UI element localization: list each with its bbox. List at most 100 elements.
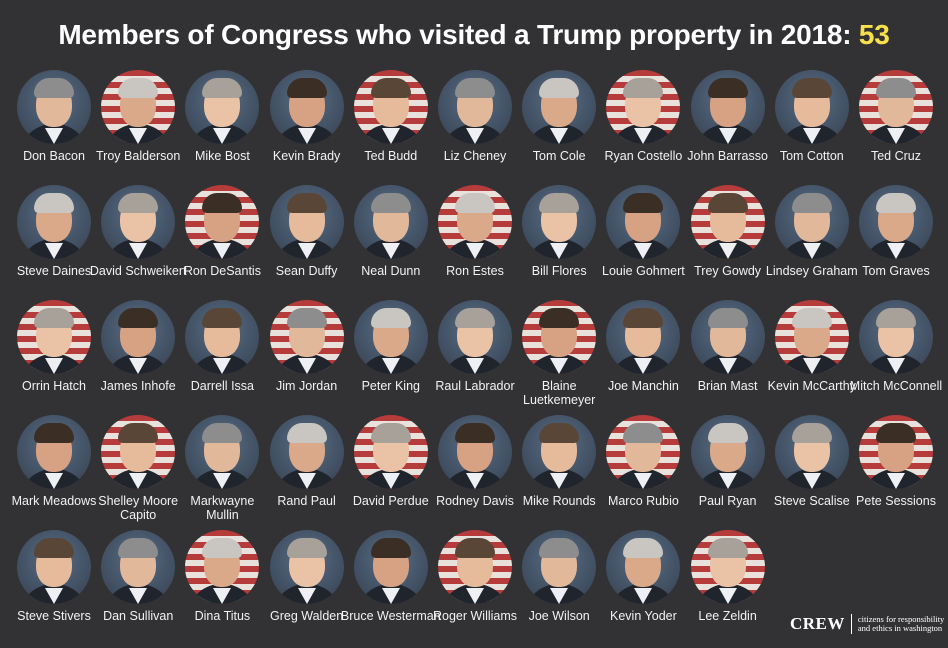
portrait-avatar (438, 70, 512, 144)
portrait-avatar (269, 70, 344, 144)
member-card: Marco Rubio (595, 415, 691, 525)
member-name: Rand Paul (257, 494, 357, 508)
member-name: Tom Cotton (762, 149, 862, 163)
portrait-avatar (522, 70, 597, 144)
portrait-avatar (17, 415, 91, 489)
member-name: Mike Rounds (509, 494, 609, 508)
member-card: Orrin Hatch (6, 300, 102, 410)
member-last-name: Williams (470, 609, 518, 623)
member-name: Raul Labrador (425, 379, 525, 393)
portrait-avatar (269, 530, 344, 604)
member-card: Kevin Brady (259, 70, 355, 180)
member-first-name: Shelley Moore (98, 494, 179, 508)
member-name: Bruce Westerman (341, 609, 441, 623)
member-last-name: Cole (559, 149, 586, 163)
member-first-name: Ron (446, 264, 470, 278)
portrait-avatar (690, 70, 765, 144)
member-name: Steve Stivers (4, 609, 104, 623)
member-last-name: Bacon (49, 149, 85, 163)
member-last-name: Sullivan (129, 609, 174, 623)
member-card: Mike Rounds (511, 415, 607, 525)
member-name: Mitch McConnell (846, 379, 946, 393)
member-card: David Perdue (343, 415, 439, 525)
member-card: Rodney Davis (427, 415, 523, 525)
member-card: Sean Duffy (259, 185, 355, 295)
member-card: Ted Cruz (848, 70, 944, 180)
member-card: Tom Graves (848, 185, 944, 295)
portrait-avatar (353, 530, 428, 604)
logo-mark: CREW (790, 614, 852, 634)
member-last-name: Luetkemeyer (523, 393, 596, 407)
portrait-avatar (859, 300, 933, 374)
portrait-avatar (606, 415, 681, 489)
member-card: Lee Zeldin (680, 530, 776, 640)
member-last-name: Costello (637, 149, 683, 163)
member-first-name: Marco (607, 494, 643, 508)
portrait-avatar (690, 185, 765, 259)
portrait-avatar (185, 530, 260, 604)
logo-tagline: citizens for responsibility and ethics i… (857, 614, 945, 633)
member-card: Blaine Luetkemeyer (511, 300, 607, 410)
portrait-avatar (774, 415, 849, 489)
member-last-name: Labrador (464, 379, 515, 393)
portrait-avatar (438, 415, 512, 489)
portrait-avatar (17, 300, 91, 374)
member-name: Peter King (341, 379, 441, 393)
member-first-name: Ryan (604, 149, 634, 163)
portrait-avatar (690, 300, 765, 374)
member-card: Dina Titus (174, 530, 270, 640)
member-name: John Barrasso (678, 149, 778, 163)
member-first-name: Ted (364, 149, 385, 163)
member-first-name: Kevin (767, 379, 799, 393)
member-card: Darrell Issa (174, 300, 270, 410)
member-first-name: James (100, 379, 138, 393)
member-card: Paul Ryan (680, 415, 776, 525)
member-first-name: Orrin (22, 379, 50, 393)
portrait-avatar (606, 530, 681, 604)
member-name: Rodney Davis (425, 494, 525, 508)
member-name: Blaine Luetkemeyer (509, 379, 609, 407)
portrait-avatar (774, 70, 849, 144)
member-card: Tom Cotton (764, 70, 860, 180)
member-card: Kevin McCarthy (764, 300, 860, 410)
portrait-avatar (606, 185, 681, 259)
member-card: Lindsey Graham (764, 185, 860, 295)
member-card: Greg Walden (259, 530, 355, 640)
member-first-name: Mitch (849, 379, 880, 393)
member-name: Marco Rubio (593, 494, 693, 508)
member-last-name: Gohmert (636, 264, 685, 278)
member-first-name: Blaine (541, 379, 577, 393)
member-last-name: Balderson (124, 149, 181, 163)
portrait-avatar (353, 70, 428, 144)
member-first-name: Mark (11, 494, 40, 508)
member-first-name: Tom (532, 149, 557, 163)
member-last-name: Meadows (42, 494, 97, 508)
member-name: Joe Manchin (593, 379, 693, 393)
member-count: 53 (858, 19, 890, 50)
member-first-name: Louie (602, 264, 633, 278)
portrait-avatar (859, 415, 933, 489)
member-last-name: Titus (223, 609, 251, 623)
member-first-name: Trey (694, 264, 719, 278)
member-card: Steve Stivers (6, 530, 102, 640)
member-last-name: DeSantis (210, 264, 261, 278)
member-last-name: Cruz (894, 149, 922, 163)
member-last-name: Duffy (308, 264, 338, 278)
portrait-avatar (353, 300, 428, 374)
member-first-name: John (687, 149, 715, 163)
portrait-avatar (522, 530, 597, 604)
member-card: Steve Scalise (764, 415, 860, 525)
member-last-name: Estes (472, 264, 504, 278)
member-last-name: Scalise (809, 494, 850, 508)
member-first-name: Peter (361, 379, 392, 393)
member-name: Sean Duffy (257, 264, 357, 278)
portrait-avatar (101, 300, 176, 374)
member-card: Ron DeSantis (174, 185, 270, 295)
member-name: Shelley Moore Capito (88, 494, 188, 522)
portrait-avatar (185, 185, 260, 259)
member-first-name: Sean (275, 264, 305, 278)
member-card: Louie Gohmert (595, 185, 691, 295)
member-card: Bruce Westerman (341, 530, 441, 640)
member-last-name: Mast (730, 379, 758, 393)
member-last-name: Stivers (52, 609, 91, 623)
